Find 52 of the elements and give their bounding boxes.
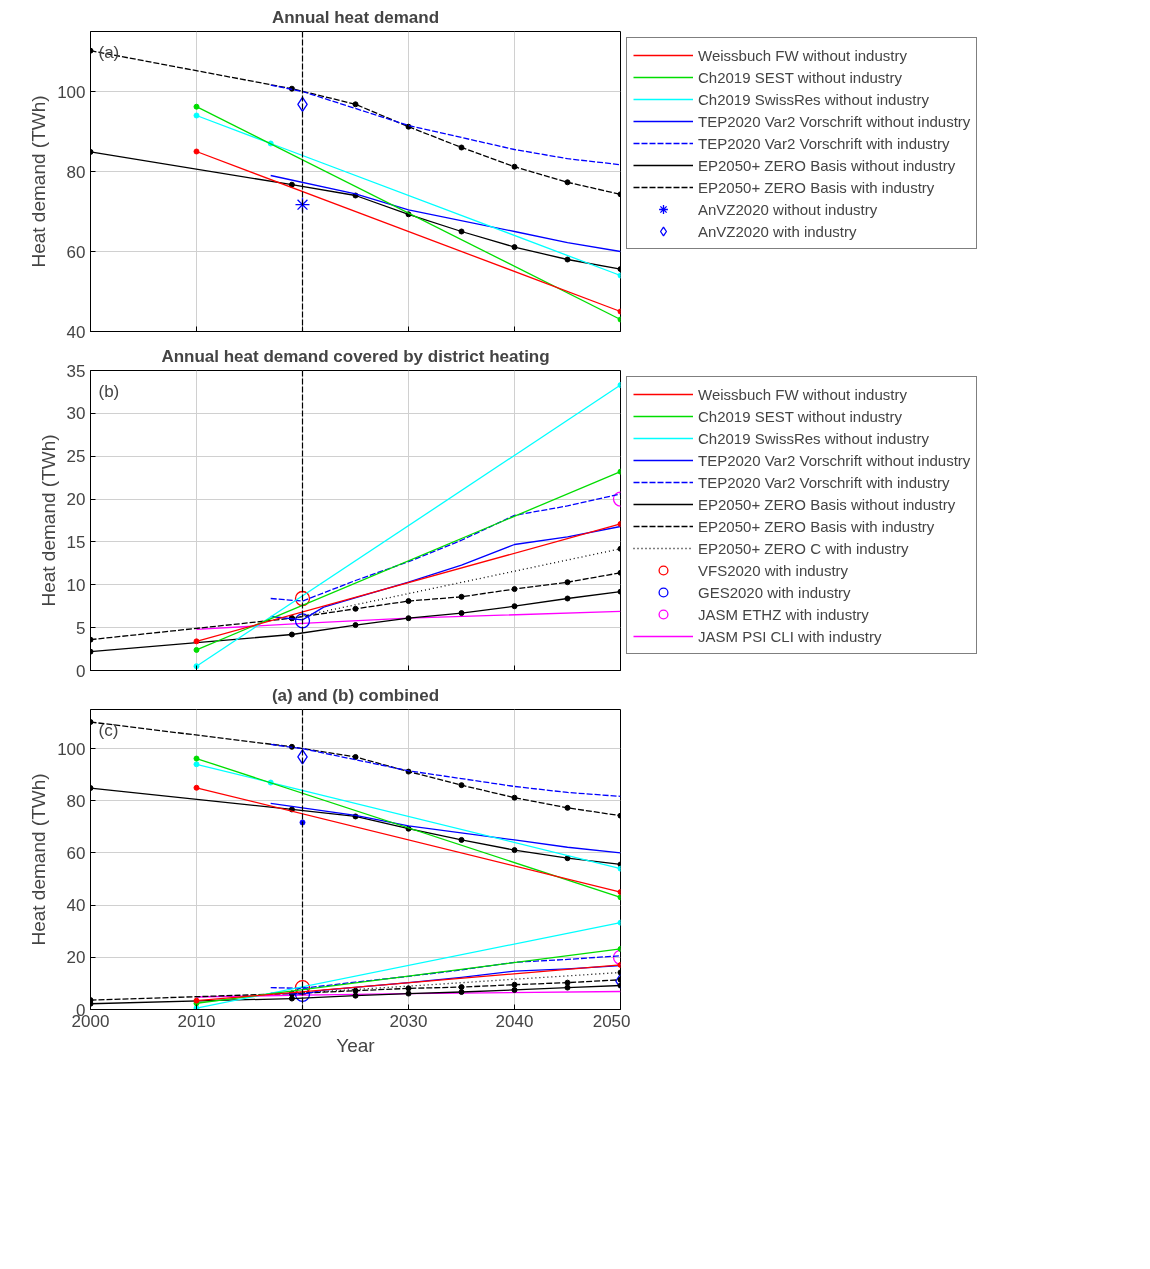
x-tick-label: 2030: [389, 1011, 428, 1031]
y-tick-label: 80: [66, 162, 86, 182]
y-tick-label: 20: [66, 490, 86, 510]
legend-label: Ch2019 SEST without industry: [698, 68, 903, 86]
legend-label: Weissbuch FW without industry: [698, 46, 907, 64]
y-tick-label: 5: [76, 618, 86, 638]
legend-label: TEP2020 Var2 Vorschrift without industry: [698, 112, 971, 130]
y-tick-label: 60: [66, 242, 86, 262]
x-tick-label: 2010: [177, 1011, 216, 1031]
y-tick-label: 40: [66, 322, 86, 342]
y-tick-label: 100: [57, 82, 86, 102]
y-tick-label: 35: [66, 361, 86, 381]
legend-label: EP2050+ ZERO C with industry: [698, 539, 909, 557]
x-tick-label: 2040: [495, 1011, 534, 1031]
y-tick-label: 10: [66, 575, 86, 595]
legend-label: Ch2019 SwissRes without industry: [698, 90, 929, 108]
legend-label: Ch2019 SwissRes without industry: [698, 429, 929, 447]
y-tick-label: 100: [57, 739, 86, 759]
y-axis-title: Heat demand (TWh): [28, 773, 50, 946]
chart-title: Annual heat demand: [271, 7, 440, 27]
annotation: (c): [98, 720, 119, 740]
y-axis-title: Heat demand (TWh): [28, 95, 50, 268]
y-tick-label: 0: [76, 661, 86, 681]
y-axis-title: Heat demand (TWh): [37, 434, 59, 607]
y-tick-label: 25: [66, 447, 86, 467]
annotation: (b): [98, 381, 120, 401]
chart-title: Annual heat demand covered by district heating: [161, 346, 550, 366]
y-tick-label: 20: [66, 948, 86, 968]
legend-label: TEP2020 Var2 Vorschrift with industry: [698, 134, 950, 152]
legend-label: EP2050+ ZERO Basis with industry: [698, 178, 935, 196]
legend-label: Ch2019 SEST without industry: [698, 407, 903, 425]
legend-label: JASM ETHZ with industry: [698, 605, 869, 623]
y-tick-label: 60: [66, 843, 86, 863]
x-axis-title: Year: [336, 1034, 376, 1056]
x-tick-label: 2050: [592, 1011, 631, 1031]
x-tick-label: 2020: [283, 1011, 322, 1031]
legend-label: AnVZ2020 without industry: [698, 200, 878, 218]
legend-label: Weissbuch FW without industry: [698, 385, 907, 403]
y-tick-label: 15: [66, 532, 86, 552]
y-tick-label: 40: [66, 896, 86, 916]
legend-label: JASM PSI CLI with industry: [698, 627, 882, 645]
legend-label: AnVZ2020 with industry: [698, 222, 857, 240]
legend-label: TEP2020 Var2 Vorschrift without industry: [698, 451, 971, 469]
y-tick-label: 80: [66, 791, 86, 811]
legend-label: GES2020 with industry: [698, 583, 851, 601]
chart-title: (a) and (b) combined: [271, 685, 440, 705]
y-tick-label: 30: [66, 404, 86, 424]
legend-label: TEP2020 Var2 Vorschrift with industry: [698, 473, 950, 491]
legend-label: EP2050+ ZERO Basis without industry: [698, 156, 956, 174]
legend-label: EP2050+ ZERO Basis without industry: [698, 495, 956, 513]
legend-label: EP2050+ ZERO Basis with industry: [698, 517, 935, 535]
legend-label: VFS2020 with industry: [698, 561, 849, 579]
